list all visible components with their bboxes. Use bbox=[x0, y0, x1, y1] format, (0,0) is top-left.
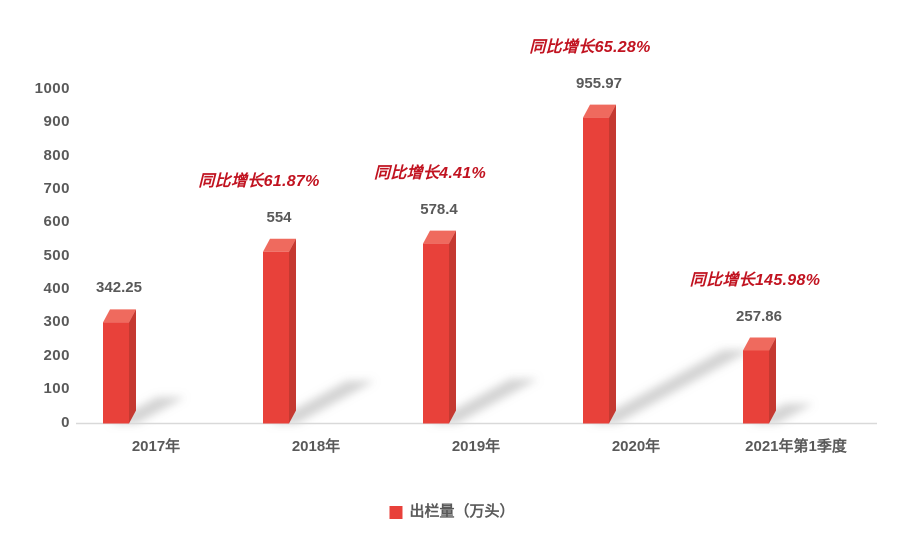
bar-side-face bbox=[289, 238, 296, 424]
growth-annotation: 同比增长4.41% bbox=[373, 164, 487, 182]
legend: 出栏量（万头） bbox=[389, 503, 515, 520]
bar-top-face bbox=[263, 238, 296, 252]
bar-value-label: 554 bbox=[266, 208, 292, 226]
bar-top-face bbox=[743, 337, 776, 351]
bar-front-face bbox=[743, 350, 769, 424]
growth-annotation: 同比增长65.28% bbox=[529, 38, 651, 56]
bar-front-face bbox=[263, 251, 289, 424]
bar-top-face bbox=[103, 309, 136, 323]
legend-label: 出栏量（万头） bbox=[409, 503, 515, 520]
bar-shadow bbox=[429, 378, 539, 424]
bar-front-face bbox=[583, 117, 609, 424]
x-axis-label: 2020年 bbox=[611, 438, 661, 455]
y-tick-label: 100 bbox=[43, 380, 70, 398]
y-tick-label: 0 bbox=[61, 413, 70, 431]
bar-2020年 bbox=[583, 104, 616, 424]
bar-value-label: 342.25 bbox=[96, 279, 142, 297]
y-tick-label: 300 bbox=[43, 313, 70, 331]
bar-shadow bbox=[269, 380, 375, 424]
x-axis-label: 2019年 bbox=[451, 438, 501, 455]
x-axis-label: 2017年 bbox=[131, 438, 181, 455]
growth-annotation: 同比增长61.87% bbox=[198, 172, 320, 190]
y-tick-label: 400 bbox=[43, 280, 70, 298]
y-tick-label: 700 bbox=[43, 180, 70, 198]
bar-top-face bbox=[583, 104, 616, 118]
x-axis-label: 2018年 bbox=[291, 438, 341, 455]
y-tick-label: 1000 bbox=[34, 80, 70, 97]
bar-side-face bbox=[769, 337, 776, 424]
bar-shadows bbox=[109, 349, 814, 424]
bar-side-face bbox=[609, 104, 616, 424]
x-axis-label: 2021年第1季度 bbox=[745, 438, 847, 455]
bar-side-face bbox=[449, 230, 456, 424]
y-tick-label: 600 bbox=[43, 213, 70, 231]
bar-2019年 bbox=[423, 230, 456, 424]
bar-value-label: 955.97 bbox=[576, 74, 622, 92]
bar-value-label: 257.86 bbox=[736, 307, 782, 325]
bar-shadow bbox=[589, 349, 751, 424]
bar-2021年第1季度 bbox=[743, 337, 776, 424]
legend-square-icon bbox=[389, 505, 403, 519]
y-tick-label: 200 bbox=[43, 346, 70, 364]
bar-front-face bbox=[423, 243, 449, 424]
bar-2017年 bbox=[103, 309, 136, 424]
bar-side-face bbox=[129, 309, 136, 424]
bar-front-face bbox=[103, 322, 129, 424]
bars bbox=[103, 104, 776, 424]
growth-annotation: 同比增长145.98% bbox=[689, 271, 821, 289]
bar-top-face bbox=[423, 230, 456, 244]
y-tick-label: 800 bbox=[43, 146, 70, 164]
bar-value-label: 578.4 bbox=[420, 200, 458, 218]
y-tick-label: 900 bbox=[43, 113, 70, 131]
bar-2018年 bbox=[263, 238, 296, 424]
y-tick-label: 500 bbox=[43, 246, 70, 264]
